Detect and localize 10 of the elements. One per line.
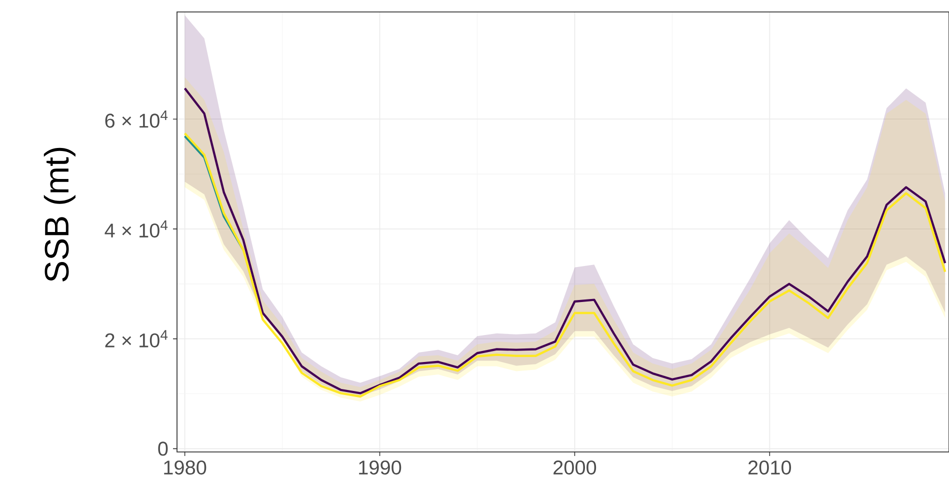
x-tick-label: 1990 [359, 460, 402, 475]
y-tick-label: 4 × 10$^{4}$ [104, 220, 168, 238]
x-tick-label: 2000 [554, 460, 596, 475]
line-series [184, 132, 946, 398]
x-tick-label: 1980 [164, 460, 206, 475]
x-tick-label: 2010 [748, 460, 792, 475]
y-tick-label: 2 × 10$^{4}$ [105, 330, 168, 348]
y-tick-label: 0 [158, 442, 168, 456]
y-tick-label: 6 × 10$^{4}$ [105, 110, 168, 128]
y-axis-title: SSB (mt) [44, 148, 76, 282]
